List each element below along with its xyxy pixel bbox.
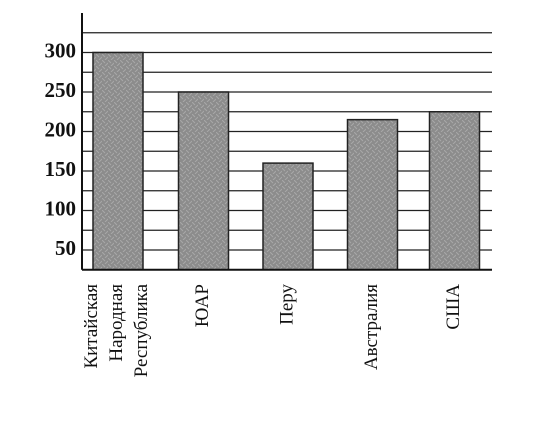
- y-tick-label: 150: [45, 157, 77, 181]
- bar: [262, 162, 314, 271]
- x-tick-label-line: Республика: [131, 283, 152, 377]
- x-tick-label: ЮАР: [192, 284, 213, 327]
- y-tick-label: 300: [45, 38, 77, 62]
- bar: [177, 91, 230, 271]
- x-tick-label-line: Китайская: [81, 284, 102, 369]
- bar: [428, 111, 481, 271]
- y-tick-label: 200: [45, 117, 77, 141]
- x-tick-label-line: Народная: [106, 284, 127, 362]
- x-tick-label: Австралия: [361, 284, 382, 370]
- y-tick-label: 50: [55, 236, 76, 260]
- bar: [92, 51, 144, 271]
- y-tick-label: 250: [45, 78, 77, 102]
- x-tick-label: США: [443, 284, 464, 330]
- x-tick-label: Перу: [276, 284, 297, 325]
- bar: [346, 118, 399, 271]
- x-tick-label: Китайская Народная Республика: [81, 283, 152, 377]
- y-tick-label: 100: [45, 196, 77, 220]
